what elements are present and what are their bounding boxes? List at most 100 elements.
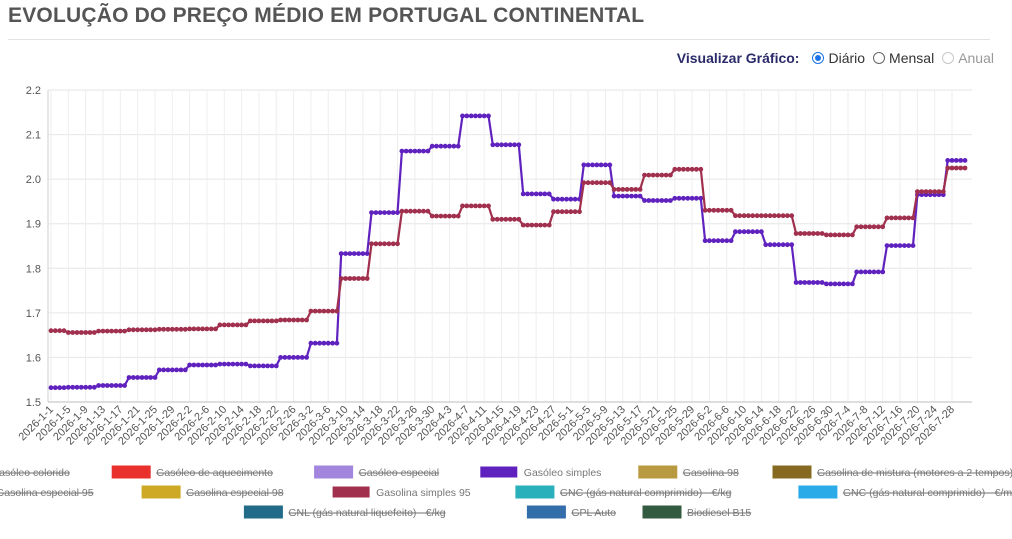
data-point bbox=[451, 143, 457, 149]
data-point bbox=[780, 213, 786, 219]
data-point bbox=[178, 367, 184, 373]
data-point bbox=[221, 322, 227, 328]
data-point bbox=[694, 195, 699, 201]
data-point bbox=[854, 269, 860, 275]
data-point bbox=[906, 215, 912, 221]
monthly-radio[interactable] bbox=[873, 52, 886, 64]
data-point bbox=[525, 191, 530, 197]
data-point bbox=[629, 187, 634, 192]
y-tick-label: 1.9 bbox=[26, 219, 41, 231]
data-point bbox=[200, 326, 206, 332]
legend-item[interactable]: Gasolina especial 95 bbox=[0, 486, 94, 499]
data-point bbox=[936, 189, 942, 195]
data-point bbox=[750, 213, 756, 219]
legend-item[interactable]: GNL (gás natural liquefeito) - €/kg bbox=[243, 505, 446, 519]
data-point bbox=[70, 330, 76, 335]
data-point bbox=[182, 367, 188, 373]
data-point bbox=[451, 213, 457, 219]
legend-item[interactable]: Gasolina 98 bbox=[638, 465, 739, 479]
data-point bbox=[239, 361, 245, 367]
data-point bbox=[763, 242, 769, 248]
data-point bbox=[421, 148, 426, 154]
data-point bbox=[867, 224, 873, 230]
data-point bbox=[130, 327, 136, 333]
legend-item[interactable]: Gasolina de mistura (motores a 2 tempos) bbox=[772, 465, 1012, 479]
data-point bbox=[789, 213, 795, 219]
data-point bbox=[694, 166, 699, 172]
data-point bbox=[395, 210, 400, 216]
data-point bbox=[486, 113, 491, 119]
legend-item[interactable]: GPL Auto bbox=[526, 505, 616, 519]
data-point bbox=[373, 210, 379, 216]
data-point bbox=[191, 362, 197, 368]
data-point bbox=[919, 189, 925, 195]
y-tick-label: 1.5 bbox=[26, 397, 41, 409]
data-point bbox=[412, 208, 418, 214]
data-point bbox=[858, 224, 864, 230]
legend-item[interactable]: Gasolina simples 95 bbox=[331, 485, 471, 499]
data-point bbox=[382, 241, 387, 247]
data-point bbox=[845, 281, 851, 287]
data-point bbox=[572, 196, 578, 202]
legend-item[interactable]: Gasóleo especial bbox=[314, 465, 440, 479]
data-point bbox=[910, 215, 916, 221]
data-point bbox=[616, 193, 621, 199]
data-point bbox=[473, 203, 478, 209]
data-point bbox=[503, 216, 509, 222]
legend-item[interactable]: GNC (gás natural comprimido) - €/kg bbox=[515, 485, 732, 499]
data-point bbox=[533, 191, 539, 197]
daily-label: Diário bbox=[828, 50, 866, 66]
data-point bbox=[707, 238, 712, 244]
data-point bbox=[226, 322, 232, 328]
data-point bbox=[503, 142, 509, 148]
legend-item[interactable]: Gasóleo colorido bbox=[0, 466, 70, 479]
data-point bbox=[230, 361, 236, 367]
view-option-daily[interactable]: Diário bbox=[812, 50, 865, 66]
data-point bbox=[598, 162, 604, 168]
data-point bbox=[425, 148, 431, 154]
data-point bbox=[889, 215, 894, 221]
data-point bbox=[720, 207, 725, 213]
data-point bbox=[564, 196, 569, 202]
legend-item[interactable]: Gasóleo simples bbox=[479, 465, 602, 479]
data-point bbox=[616, 187, 621, 192]
data-point bbox=[559, 209, 565, 215]
data-point bbox=[317, 340, 322, 346]
data-point bbox=[299, 317, 305, 323]
data-point bbox=[906, 243, 912, 249]
data-point bbox=[555, 196, 561, 202]
data-point bbox=[889, 243, 894, 249]
data-point bbox=[434, 213, 439, 219]
daily-radio[interactable] bbox=[812, 52, 825, 64]
data-point bbox=[338, 251, 344, 256]
data-point bbox=[793, 280, 799, 285]
data-point bbox=[793, 231, 799, 236]
data-point bbox=[763, 213, 769, 219]
data-point bbox=[126, 327, 132, 333]
data-point bbox=[715, 207, 721, 213]
data-point bbox=[711, 238, 717, 244]
data-point bbox=[273, 363, 279, 369]
series-0 bbox=[48, 113, 968, 391]
data-point bbox=[169, 367, 175, 373]
data-point bbox=[650, 198, 656, 203]
data-point bbox=[850, 281, 855, 287]
legend-item[interactable]: GNC (gás natural comprimido) - €/m3 bbox=[798, 485, 1012, 499]
legend-item[interactable]: Gasóleo de aquecimento bbox=[111, 465, 273, 479]
data-point bbox=[676, 166, 682, 172]
legend-item[interactable]: Gasolina especial 98 bbox=[141, 485, 284, 499]
data-point bbox=[555, 209, 561, 215]
data-point bbox=[685, 195, 691, 201]
data-point bbox=[824, 232, 829, 238]
view-option-monthly[interactable]: Mensal bbox=[873, 50, 934, 66]
data-point bbox=[915, 189, 920, 195]
data-point bbox=[247, 318, 253, 324]
data-point bbox=[594, 162, 600, 168]
data-point bbox=[953, 158, 959, 163]
data-point bbox=[945, 165, 951, 171]
legend-item[interactable]: Biodiesel B15 bbox=[642, 505, 751, 519]
data-point bbox=[893, 243, 899, 249]
data-point bbox=[655, 172, 660, 178]
y-tick-label: 2.0 bbox=[26, 174, 41, 186]
data-point bbox=[104, 328, 110, 334]
